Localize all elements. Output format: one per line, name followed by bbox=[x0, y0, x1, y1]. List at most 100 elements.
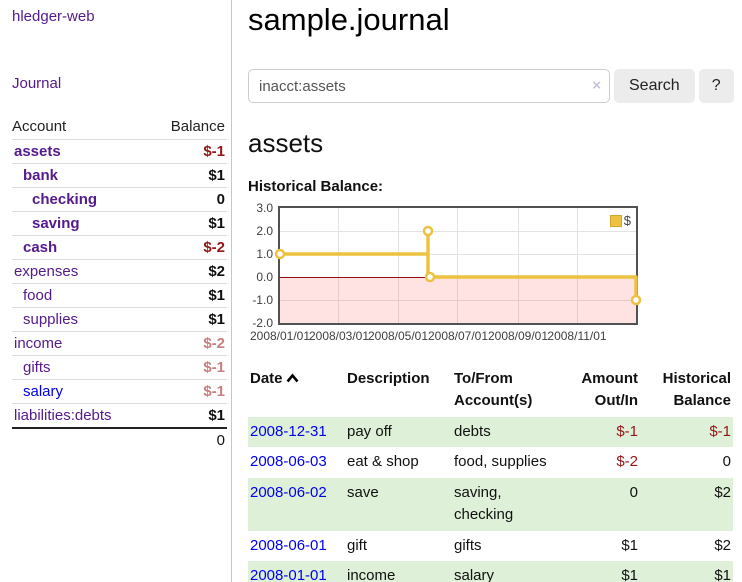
sidebar: hledger-web Journal Account Balance asse… bbox=[0, 0, 232, 582]
transaction-accounts: food, supplies bbox=[454, 453, 547, 471]
negative-balance-region bbox=[280, 277, 636, 323]
transaction-amount: $1 bbox=[621, 536, 638, 554]
x-tick: 2008/03/01 bbox=[308, 329, 370, 343]
register-row[interactable]: 2008-06-01 gift gifts $1 $2 bbox=[248, 531, 733, 562]
account-balance: $-2 bbox=[203, 239, 225, 256]
register-row[interactable]: 2008-06-02 save saving, checking 0 $2 bbox=[248, 478, 733, 531]
accounts-total-row: 0 bbox=[12, 427, 227, 452]
transaction-amount: $-1 bbox=[616, 422, 638, 440]
search-form: × Search ? bbox=[248, 69, 734, 103]
gridline bbox=[280, 300, 636, 301]
account-balance: $1 bbox=[208, 167, 225, 184]
chevron-up-icon bbox=[286, 369, 299, 391]
balance-series-line bbox=[274, 225, 642, 306]
transaction-description: save bbox=[347, 484, 379, 501]
balance-header: Historical Balance bbox=[662, 370, 731, 409]
account-link[interactable]: liabilities:debts bbox=[14, 407, 112, 424]
account-balance: $1 bbox=[208, 311, 225, 328]
account-link[interactable]: saving bbox=[32, 215, 80, 232]
account-balance: 0 bbox=[216, 191, 225, 208]
x-tick: 2008/07/01 bbox=[427, 329, 489, 343]
transaction-date-link[interactable]: 2008-06-02 bbox=[250, 484, 327, 501]
account-balance: $-1 bbox=[203, 359, 225, 376]
account-row-food: food $1 bbox=[12, 283, 227, 307]
account-row-assets: assets $-1 bbox=[12, 139, 227, 163]
transaction-amount: $-2 bbox=[616, 453, 638, 471]
account-row-supplies: supplies $1 bbox=[12, 307, 227, 331]
accounts-table: Account Balance assets $-1 bank $1 check… bbox=[12, 115, 227, 452]
amount-header: Amount Out/In bbox=[581, 370, 638, 409]
gridline bbox=[338, 208, 339, 323]
y-tick: -1.0 bbox=[252, 293, 273, 307]
account-link[interactable]: cash bbox=[23, 239, 58, 256]
transaction-description: gift bbox=[347, 536, 368, 554]
register-table: Date Description To/From Account(s) Amou… bbox=[248, 364, 733, 582]
register-header-row: Date Description To/From Account(s) Amou… bbox=[248, 364, 733, 417]
gridline bbox=[280, 254, 636, 255]
x-tick: 2008/09/01 bbox=[487, 329, 549, 343]
search-button[interactable]: Search bbox=[614, 69, 695, 103]
account-link[interactable]: income bbox=[14, 335, 63, 352]
transaction-date-link[interactable]: 2008-06-01 bbox=[250, 536, 327, 554]
account-link[interactable]: supplies bbox=[23, 311, 79, 328]
plot-area: $ bbox=[274, 206, 642, 325]
register-row[interactable]: 2008-01-01 income salary $1 $1 bbox=[248, 561, 733, 582]
sidebar-item-journal[interactable]: Journal bbox=[12, 75, 62, 92]
accounts-total-value: 0 bbox=[216, 432, 225, 449]
x-tick: 2008/05/01 bbox=[367, 329, 429, 343]
transaction-balance: 0 bbox=[722, 453, 731, 471]
account-link[interactable]: gifts bbox=[23, 359, 51, 376]
gridline bbox=[518, 208, 519, 323]
search-input[interactable] bbox=[248, 69, 610, 103]
account-row-expenses: expenses $2 bbox=[12, 259, 227, 283]
account-page-title: assets bbox=[248, 128, 324, 158]
account-balance: $1 bbox=[208, 215, 225, 232]
account-row-liabilities-debts: liabilities:debts $1 bbox=[12, 403, 227, 427]
legend-label: $ bbox=[623, 213, 631, 228]
transaction-description: eat & shop bbox=[347, 453, 419, 471]
account-row-cash: cash $-2 bbox=[12, 235, 227, 259]
register-row[interactable]: 2008-12-31 pay off debts $-1 $-1 bbox=[248, 416, 733, 448]
transaction-description: income bbox=[347, 567, 396, 582]
y-tick: 2.0 bbox=[256, 224, 273, 238]
balance-column-header: Balance bbox=[170, 118, 225, 135]
chart-legend: $ bbox=[609, 213, 631, 228]
account-row-saving: saving $1 bbox=[12, 211, 227, 235]
transaction-date-link[interactable]: 2008-12-31 bbox=[250, 422, 327, 440]
chart-title: Historical Balance: bbox=[248, 178, 384, 195]
account-balance: $-1 bbox=[203, 383, 225, 400]
account-column-header: Account bbox=[12, 118, 67, 135]
transaction-date-link[interactable]: 2008-06-03 bbox=[250, 453, 327, 471]
search-help-button[interactable]: ? bbox=[698, 69, 734, 103]
y-tick: 1.0 bbox=[256, 247, 273, 261]
clear-search-icon[interactable]: × bbox=[592, 77, 601, 94]
transaction-balance: $1 bbox=[714, 567, 731, 582]
transaction-balance: $2 bbox=[714, 484, 731, 501]
register-row[interactable]: 2008-06-03 eat & shop food, supplies $-2… bbox=[248, 447, 733, 478]
transaction-accounts: gifts bbox=[454, 536, 482, 554]
account-balance: $-1 bbox=[203, 143, 225, 160]
accounts-header: To/From Account(s) bbox=[454, 370, 533, 409]
transaction-amount: 0 bbox=[629, 484, 638, 501]
account-link[interactable]: food bbox=[23, 287, 53, 304]
account-link[interactable]: salary bbox=[23, 383, 64, 400]
x-tick: 2008/01/01 bbox=[249, 329, 311, 343]
account-balance: $-2 bbox=[203, 335, 225, 352]
sort-by-date-header[interactable]: Date bbox=[248, 364, 345, 417]
account-link[interactable]: checking bbox=[32, 191, 98, 208]
gridline bbox=[280, 231, 636, 232]
transaction-description: pay off bbox=[347, 422, 392, 440]
transaction-date-link[interactable]: 2008-01-01 bbox=[250, 567, 327, 582]
transaction-balance: $2 bbox=[714, 536, 731, 554]
account-balance: $1 bbox=[208, 407, 225, 424]
account-link[interactable]: bank bbox=[23, 167, 59, 184]
account-row-salary: salary $-1 bbox=[12, 379, 227, 403]
account-row-income: income $-2 bbox=[12, 331, 227, 355]
account-link[interactable]: expenses bbox=[14, 263, 79, 280]
x-tick: 2008/11/01 bbox=[547, 329, 607, 343]
account-row-bank: bank $1 bbox=[12, 163, 227, 187]
app-title-link[interactable]: hledger-web bbox=[12, 8, 95, 25]
account-link[interactable]: assets bbox=[14, 143, 61, 160]
transaction-accounts: saving, checking bbox=[454, 484, 514, 523]
